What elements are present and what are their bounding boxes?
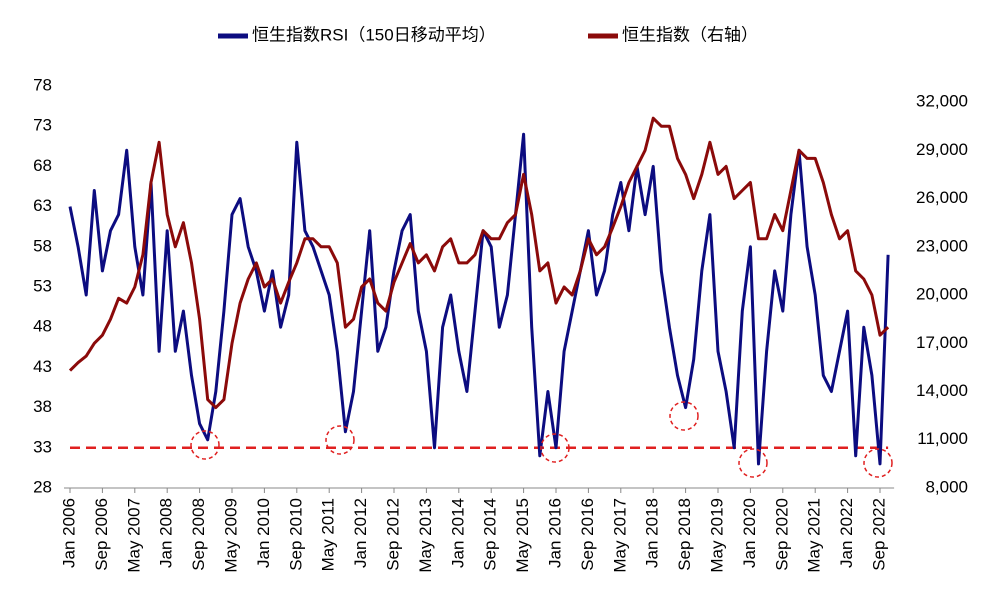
x-tick-label: Jan 2014 — [448, 498, 467, 568]
circle — [190, 430, 220, 460]
y2-tick-label: 14,000 — [916, 381, 968, 400]
y2-tick-label: 8,000 — [925, 477, 968, 496]
y2-tick-label: 17,000 — [916, 333, 968, 352]
x-tick-label: Jan 2012 — [351, 498, 370, 568]
series-line — [68, 116, 890, 410]
y-tick-label: 33 — [33, 437, 52, 456]
x-tick-label: Jan 2018 — [643, 498, 662, 568]
x-tick-label: Sep 2008 — [189, 498, 208, 571]
series-line — [68, 132, 890, 466]
x-tick-label: Jan 2022 — [837, 498, 856, 568]
x-tick-label: May 2013 — [416, 498, 435, 573]
y-tick-label: 68 — [33, 156, 52, 175]
x-tick-label: May 2021 — [805, 498, 824, 573]
x-tick-label: Sep 2020 — [772, 498, 791, 571]
highlight-circles — [190, 401, 893, 478]
x-tick-label: Jan 2016 — [545, 498, 564, 568]
y-tick-label: 48 — [33, 317, 52, 336]
circle — [863, 448, 893, 478]
x-tick-label: Sep 2018 — [675, 498, 694, 571]
x-tick-label: Sep 2022 — [869, 498, 888, 571]
y2-tick-label: 26,000 — [916, 188, 968, 207]
y-tick-label: 78 — [33, 75, 52, 94]
y2-tick-label: 29,000 — [916, 140, 968, 159]
y-tick-label: 43 — [33, 357, 52, 376]
y-tick-label: 38 — [33, 397, 52, 416]
x-tick-label: Sep 2016 — [578, 498, 597, 571]
y2-tick-label: 23,000 — [916, 236, 968, 255]
x-tick-label: Jan 2006 — [59, 498, 78, 568]
x-tick-label: May 2009 — [221, 498, 240, 573]
x-tick-label: May 2017 — [610, 498, 629, 573]
x-tick-label: May 2007 — [124, 498, 143, 573]
y-tick-label: 63 — [33, 196, 52, 215]
x-tick-label: Jan 2010 — [254, 498, 273, 568]
y2-tick-label: 32,000 — [916, 92, 968, 111]
circle — [540, 433, 570, 463]
x-tick-label: May 2011 — [319, 498, 338, 571]
circle — [325, 425, 355, 455]
x-tick-label: Sep 2010 — [286, 498, 305, 571]
x-tick-label: May 2015 — [513, 498, 532, 573]
y-tick-label: 58 — [33, 236, 52, 255]
y2-tick-label: 20,000 — [916, 285, 968, 304]
y2-tick-label: 11,000 — [917, 429, 968, 448]
circle — [738, 448, 768, 478]
circle — [669, 401, 699, 431]
y-tick-label: 73 — [33, 116, 52, 135]
x-tick-label: May 2019 — [707, 498, 726, 573]
legend-label: 恒生指数RSI（150日移动平均） — [252, 25, 496, 44]
x-tick-label: Jan 2020 — [740, 498, 759, 568]
y-tick-label: 53 — [33, 276, 52, 295]
x-tick-label: Sep 2014 — [481, 498, 500, 571]
legend-label: 恒生指数（右轴） — [622, 25, 758, 44]
x-tick-label: Sep 2006 — [92, 498, 111, 571]
x-tick-label: Jan 2008 — [157, 498, 176, 568]
y-tick-label: 28 — [33, 477, 52, 496]
x-tick-label: Sep 2012 — [383, 498, 402, 571]
